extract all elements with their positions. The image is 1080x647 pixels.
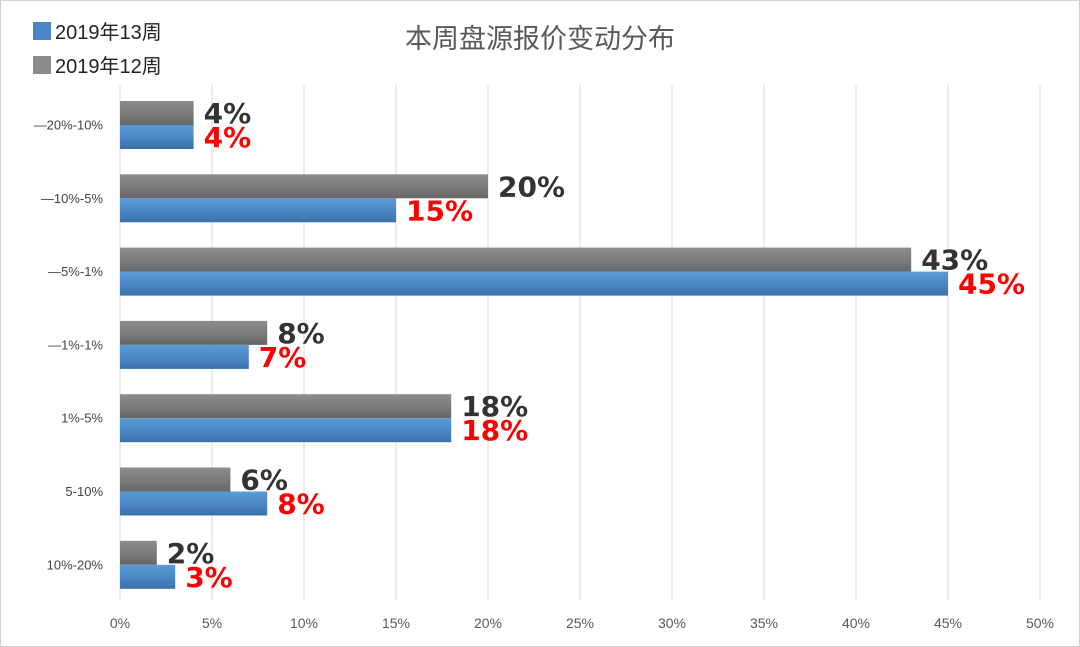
x-tick-label: 40% (842, 615, 870, 631)
bar-current-week (120, 125, 194, 149)
x-tick-label: 50% (1026, 615, 1054, 631)
x-tick-label: 30% (658, 615, 686, 631)
bar-previous-week (120, 394, 452, 419)
bar-previous-week (120, 101, 194, 125)
x-tick-label: 20% (474, 615, 502, 631)
legend-swatch-current (33, 22, 51, 40)
data-label-current-week: 15% (406, 194, 473, 227)
x-tick-label: 35% (750, 615, 778, 631)
data-label-current-week: 4% (204, 121, 252, 154)
bar-current-week (120, 564, 176, 589)
data-label-current-week: 7% (259, 341, 307, 374)
data-label-current-week: 8% (277, 488, 325, 521)
bar-previous-week (120, 174, 488, 199)
x-tick-label: 10% (290, 615, 318, 631)
category-label: —5%-1% (48, 264, 103, 279)
chart-title: 本周盘源报价变动分布 (405, 24, 675, 55)
x-tick-label: 45% (934, 615, 962, 631)
data-label-previous-week: 43% (921, 244, 988, 277)
bar-previous-week (120, 467, 231, 492)
data-label-current-week: 45% (958, 268, 1025, 301)
data-label-previous-week: 8% (277, 317, 325, 350)
data-label-previous-week: 4% (204, 97, 252, 130)
category-label: 10%-20% (47, 557, 104, 572)
x-tick-label: 25% (566, 615, 594, 631)
category-label: 5-10% (65, 484, 103, 499)
x-axis-ticks: 0% 5% 10% 15% 20% 25% 30% 35% 40% 45% 50% (110, 615, 1054, 631)
bar-current-week (120, 491, 268, 516)
category-label: —10%-5% (41, 191, 104, 206)
data-label-previous-week: 2% (167, 537, 215, 570)
x-tick-label: 5% (202, 615, 222, 631)
data-labels: 4%4%20%15%43%45%8%7%18%18%6%8%2%3% (167, 97, 1025, 594)
legend-label-current: 2019年13周 (55, 21, 162, 44)
legend-swatch-previous (33, 56, 51, 74)
bar-previous-week (120, 320, 268, 345)
category-label: 1%-5% (61, 411, 103, 426)
x-tick-label: 15% (382, 615, 410, 631)
category-label: —20%-10% (34, 118, 104, 133)
data-label-previous-week: 6% (240, 464, 288, 497)
bar-current-week (120, 198, 396, 223)
y-axis-categories: —20%-10% —10%-5% —5%-1% —1%-1% 1%-5% 5-10% 10%… (34, 118, 104, 573)
bar-current-week (120, 271, 948, 296)
data-label-previous-week: 20% (498, 170, 565, 203)
bars (120, 101, 948, 589)
bar-previous-week (120, 540, 157, 565)
data-label-current-week: 3% (185, 561, 233, 594)
bar-current-week (120, 344, 249, 369)
data-label-previous-week: 18% (461, 390, 528, 423)
legend: 2019年13周 2019年12周 (33, 21, 162, 78)
bar-current-week (120, 418, 452, 443)
data-label-current-week: 18% (461, 414, 528, 447)
bar-previous-week (120, 247, 912, 272)
legend-label-previous: 2019年12周 (55, 55, 162, 78)
x-tick-label: 0% (110, 615, 130, 631)
category-label: —1%-1% (48, 337, 103, 352)
